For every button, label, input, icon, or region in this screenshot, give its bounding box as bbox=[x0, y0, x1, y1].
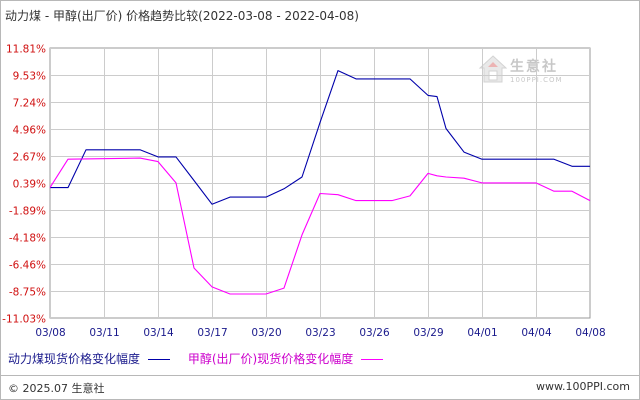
y-tick-label: -1.89% bbox=[9, 206, 46, 218]
copyright-text: © 2025.07 生意社 bbox=[8, 382, 105, 395]
y-tick-label: 7.24% bbox=[13, 98, 46, 110]
x-tick-label: 04/08 bbox=[575, 327, 605, 339]
x-tick-label: 03/20 bbox=[251, 327, 281, 339]
x-tick-label: 03/08 bbox=[35, 327, 65, 339]
y-tick-label: -6.46% bbox=[9, 260, 46, 272]
legend-entry-series-2: 甲醇(出厂价)现货价格变化幅度 bbox=[187, 350, 384, 367]
site-url: www.100PPI.com bbox=[536, 380, 630, 393]
y-tick-label: 0.39% bbox=[13, 179, 46, 191]
y-tick-label: -8.75% bbox=[9, 287, 46, 299]
x-axis-ticks: 03/08 03/11 03/14 03/17 03/20 03/23 03/26 03/29… bbox=[35, 327, 605, 339]
x-tick-label: 04/01 bbox=[467, 327, 497, 339]
x-tick-label: 03/29 bbox=[413, 327, 443, 339]
watermark-domain: 100PPI.COM bbox=[510, 76, 563, 84]
y-tick-label: -11.03% bbox=[2, 314, 46, 326]
y-tick-label: -4.18% bbox=[9, 233, 46, 245]
legend-swatch-series-2 bbox=[361, 359, 384, 360]
legend-swatch-series-1 bbox=[148, 359, 171, 360]
legend-entry-series-1: 动力煤现货价格变化幅度 bbox=[8, 350, 171, 367]
legend-label-series-2: 甲醇(出厂价)现货价格变化幅度 bbox=[187, 352, 354, 366]
x-tick-label: 03/23 bbox=[305, 327, 335, 339]
x-tick-label: 03/14 bbox=[143, 327, 174, 339]
x-tick-label: 04/04 bbox=[521, 327, 552, 339]
legend-label-series-1: 动力煤现货价格变化幅度 bbox=[8, 352, 141, 366]
x-tick-label: 03/11 bbox=[89, 327, 119, 339]
watermark-brand: 生意社 bbox=[510, 59, 558, 75]
series-lines bbox=[49, 70, 591, 295]
x-tick-label: 03/17 bbox=[197, 327, 227, 339]
x-tick-label: 03/26 bbox=[359, 327, 390, 339]
legend: 动力煤现货价格变化幅度 甲醇(出厂价)现货价格变化幅度 bbox=[8, 350, 397, 367]
chart-title: 动力煤 - 甲醇(出厂价) 价格趋势比较(2022-03-08 - 2022-0… bbox=[5, 9, 359, 23]
y-tick-label: 9.53% bbox=[13, 71, 46, 83]
y-tick-label: 2.67% bbox=[13, 152, 46, 164]
series-line-2 bbox=[49, 157, 591, 295]
y-tick-label: 4.96% bbox=[13, 125, 46, 137]
series-line-1 bbox=[50, 70, 590, 205]
y-tick-label: 11.81% bbox=[6, 44, 46, 56]
footer-divider bbox=[0, 375, 640, 376]
y-axis-ticks: 11.81% 9.53% 7.24% 4.96% 2.67% 0.39% -1.89% -4.… bbox=[2, 44, 46, 326]
grid bbox=[49, 47, 591, 319]
